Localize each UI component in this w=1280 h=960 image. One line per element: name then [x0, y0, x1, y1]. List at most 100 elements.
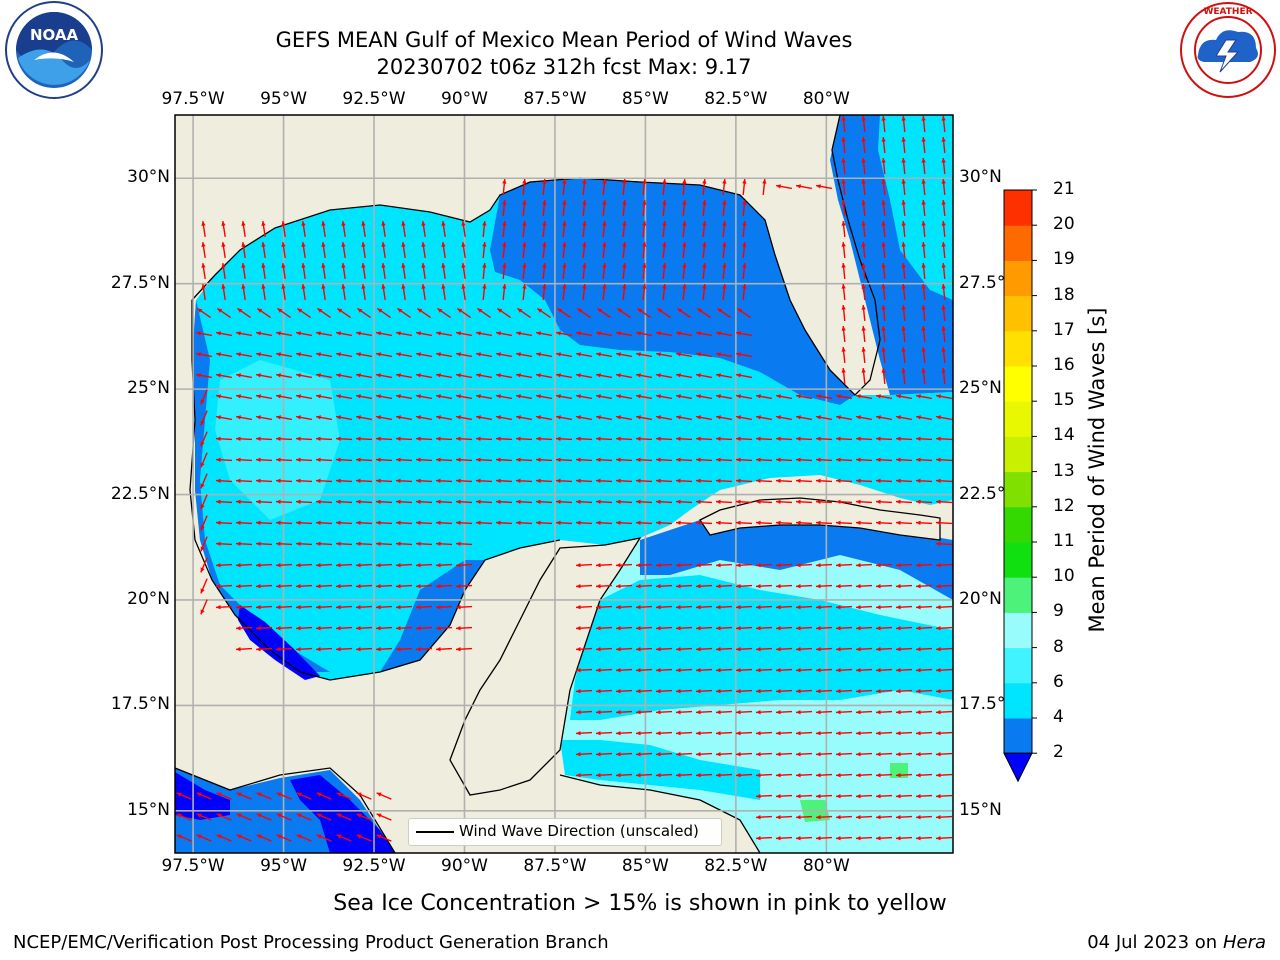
wind-arrow — [595, 457, 613, 462]
wind-arrow — [921, 325, 926, 343]
wind-arrow — [682, 178, 687, 196]
wind-arrow — [276, 792, 292, 800]
wind-arrow — [575, 436, 593, 441]
wind-arrow — [881, 262, 886, 280]
wind-arrow — [277, 307, 291, 319]
wind-arrow — [537, 307, 551, 319]
colorbar-band — [1004, 682, 1032, 719]
wind-arrow — [255, 563, 273, 568]
wind-arrow — [841, 325, 846, 343]
wind-arrow — [576, 352, 592, 358]
wind-arrow — [735, 478, 753, 483]
wind-arrow — [835, 499, 853, 504]
wind-arrow — [536, 373, 552, 379]
wind-arrow — [856, 415, 872, 421]
wind-arrow — [775, 752, 793, 757]
colorbar-label: Mean Period of Wind Waves [s] — [1085, 307, 1109, 633]
wind-arrow — [616, 394, 632, 400]
wind-arrow — [855, 815, 873, 820]
wind-arrow — [535, 436, 553, 441]
wind-arrow — [356, 331, 372, 337]
wind-arrow — [236, 415, 252, 421]
wind-arrow — [716, 415, 732, 421]
wind-arrow — [256, 813, 272, 821]
lat-tick-label: 15°N — [959, 799, 1002, 820]
wind-arrow — [435, 647, 453, 652]
wind-arrow — [776, 394, 792, 400]
wind-arrow — [795, 752, 813, 757]
wind-arrow — [355, 436, 373, 441]
wind-arrow — [542, 199, 547, 217]
wind-arrow — [595, 584, 613, 589]
wind-arrow — [615, 752, 633, 757]
wind-arrow — [682, 241, 687, 259]
wind-arrow — [676, 331, 692, 337]
wind-arrow — [461, 220, 466, 238]
wind-arrow — [595, 647, 613, 652]
lon-tick-label: 95°W — [260, 89, 308, 109]
colorbar-band — [1004, 330, 1032, 367]
wind-arrow — [736, 331, 752, 337]
wind-arrow — [921, 178, 926, 196]
wind-arrow — [562, 283, 567, 301]
wind-arrow — [775, 731, 793, 736]
wind-arrow — [281, 262, 286, 280]
wind-arrow — [377, 307, 391, 319]
lon-tick-label: 80°W — [802, 856, 850, 876]
wind-arrow — [836, 394, 852, 400]
colorbar-tick-label: 4 — [1053, 707, 1064, 727]
wind-arrow — [421, 241, 426, 259]
wind-arrow — [395, 584, 413, 589]
wind-arrow — [675, 626, 693, 631]
wind-arrow — [635, 436, 653, 441]
wind-arrow — [815, 752, 833, 757]
cuba — [699, 497, 941, 541]
wind-arrow — [397, 307, 411, 319]
wind-arrow — [235, 457, 253, 462]
wind-arrow — [935, 710, 953, 715]
wind-arrow — [395, 457, 413, 462]
wind-arrow — [200, 536, 208, 552]
legend-line-icon — [416, 831, 454, 833]
wind-arrow — [316, 331, 332, 337]
wind-arrow — [635, 731, 653, 736]
wind-arrow — [381, 241, 386, 259]
wind-arrow — [296, 373, 312, 379]
wind-arrow — [375, 478, 393, 483]
wind-arrow — [775, 794, 793, 799]
wind-arrow — [735, 689, 753, 694]
wind-arrow — [655, 626, 673, 631]
wind-arrow — [755, 499, 773, 504]
wind-arrow — [395, 647, 413, 652]
wind-arrow — [935, 478, 953, 483]
wind-arrow — [596, 352, 612, 358]
wind-arrow — [516, 415, 532, 421]
wind-arrow — [742, 178, 747, 196]
wind-arrow — [722, 178, 727, 196]
wind-arrow — [337, 307, 351, 319]
wind-arrow — [875, 689, 893, 694]
wind-arrow — [755, 563, 773, 568]
wind-arrow — [841, 178, 846, 196]
wind-arrow — [695, 689, 713, 694]
wind-arrow — [196, 792, 212, 800]
wind-arrow — [361, 262, 366, 280]
wind-arrow — [875, 626, 893, 631]
wind-arrow — [835, 689, 853, 694]
wind-arrow — [415, 457, 433, 462]
wind-arrow — [841, 304, 846, 322]
wind-arrow — [615, 605, 633, 610]
footer-left: NCEP/EMC/Verification Post Processing Pr… — [13, 932, 609, 953]
wind-arrow — [795, 773, 813, 778]
wind-arrow — [855, 668, 873, 673]
wind-arrow — [355, 478, 373, 483]
wind-arrow — [215, 499, 233, 504]
wind-arrow — [655, 605, 673, 610]
wind-arrow — [575, 689, 593, 694]
lon-tick-label: 92.5°W — [342, 89, 406, 109]
wind-arrow — [895, 478, 913, 483]
wind-arrow — [935, 520, 953, 525]
wind-arrow — [737, 307, 751, 319]
wind-arrow — [536, 415, 552, 421]
wind-arrow — [715, 584, 733, 589]
